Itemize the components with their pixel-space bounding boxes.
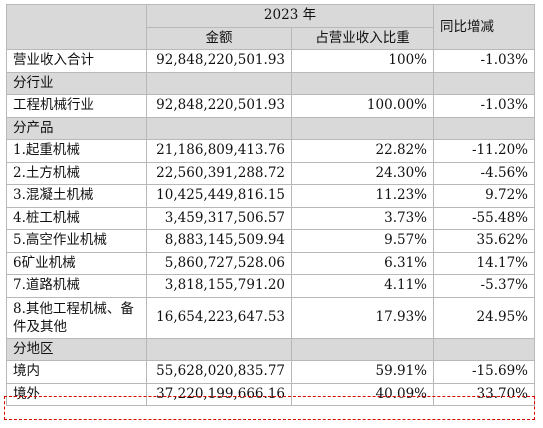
row-amount: 3,818,155,791.20 [146, 274, 292, 298]
row-label: 7.道路机械 [6, 274, 147, 298]
row-share: 6.31% [291, 251, 434, 275]
table-row: 6矿业机械 5,860,727,528.06 6.31% 14.17% [6, 251, 535, 275]
row-share: 100.00% [291, 94, 434, 118]
row-yoy: 24.95% [433, 296, 535, 339]
total-row: 营业收入合计 92,848,220,501.93 100% -1.03% [6, 49, 535, 73]
row-yoy: -55.48% [433, 206, 535, 230]
row-amount: 92,848,220,501.93 [146, 94, 292, 118]
table-row-highlighted: 境外 37,220,199,666.16 40.09% 33.70% [6, 382, 535, 406]
section-row-product: 分产品 [6, 116, 535, 140]
row-label: 境内 [6, 360, 147, 384]
row-yoy: -15.69% [433, 360, 535, 384]
row-yoy: -1.03% [433, 94, 535, 118]
row-label: 6矿业机械 [6, 251, 147, 275]
table-row: 4.桩工机械 3,459,317,506.57 3.73% -55.48% [6, 206, 535, 230]
row-amount: 5,860,727,528.06 [146, 251, 292, 275]
section-row-region: 分地区 [6, 337, 535, 361]
header-amount: 金额 [146, 26, 292, 50]
row-share: 22.82% [291, 139, 434, 163]
section-label-product: 分产品 [6, 116, 147, 140]
row-share: 4.11% [291, 274, 434, 298]
row-yoy: 9.72% [433, 184, 535, 208]
row-amount: 3,459,317,506.57 [146, 206, 292, 230]
row-amount: 37,220,199,666.16 [146, 382, 292, 406]
table-row: 工程机械行业 92,848,220,501.93 100.00% -1.03% [6, 94, 535, 118]
section-label-industry: 分行业 [6, 71, 147, 95]
table-row: 1.起重机械 21,186,809,413.76 22.82% -11.20% [6, 139, 535, 163]
header-corner [6, 4, 147, 50]
row-amount: 55,628,020,835.77 [146, 360, 292, 384]
row-amount: 16,654,223,647.53 [146, 296, 292, 339]
row-yoy: -5.37% [433, 274, 535, 298]
row-amount: 8,883,145,509.94 [146, 229, 292, 253]
row-yoy: 35.62% [433, 229, 535, 253]
row-label: 3.混凝土机械 [6, 184, 147, 208]
row-yoy: 33.70% [433, 382, 535, 406]
row-amount: 22,560,391,288.72 [146, 161, 292, 185]
row-amount: 92,848,220,501.93 [146, 49, 292, 73]
row-label: 工程机械行业 [6, 94, 147, 118]
row-share: 3.73% [291, 206, 434, 230]
row-share: 24.30% [291, 161, 434, 185]
row-label: 5.高空作业机械 [6, 229, 147, 253]
row-label: 营业收入合计 [6, 49, 147, 73]
table-row: 5.高空作业机械 8,883,145,509.94 9.57% 35.62% [6, 229, 535, 253]
row-yoy: -1.03% [433, 49, 535, 73]
header-row-cols: 金额 占营业收入比重 [7, 26, 535, 50]
section-row-industry: 分行业 [6, 71, 535, 95]
row-label: 8.其他工程机械、备件及其他 [6, 296, 147, 339]
row-share: 40.09% [291, 382, 434, 406]
row-label: 2.土方机械 [6, 161, 147, 185]
row-share: 17.93% [291, 296, 434, 339]
header-yoy: 同比增减 [433, 4, 535, 50]
row-yoy: -4.56% [433, 161, 535, 185]
row-label: 1.起重机械 [6, 139, 147, 163]
row-amount: 10,425,449,816.15 [146, 184, 292, 208]
row-label: 境外 [6, 382, 147, 406]
header-share: 占营业收入比重 [291, 26, 434, 50]
row-share: 100% [291, 49, 434, 73]
row-yoy: 14.17% [433, 251, 535, 275]
row-label: 4.桩工机械 [6, 206, 147, 230]
header-year: 2023 年 [146, 4, 434, 28]
row-yoy: -11.20% [433, 139, 535, 163]
table-row: 境内 55,628,020,835.77 59.91% -15.69% [6, 360, 535, 384]
section-label-region: 分地区 [6, 337, 147, 361]
row-amount: 21,186,809,413.76 [146, 139, 292, 163]
row-share: 59.91% [291, 360, 434, 384]
row-share: 9.57% [291, 229, 434, 253]
header-row-year: 2023 年 同比增减 [6, 4, 535, 50]
revenue-table: 2023 年 同比增减 金额 占营业收入比重 营业收入合计 92,848,220… [6, 4, 535, 406]
table-row: 2.土方机械 22,560,391,288.72 24.30% -4.56% [6, 161, 535, 185]
row-share: 11.23% [291, 184, 434, 208]
table-row: 3.混凝土机械 10,425,449,816.15 11.23% 9.72% [6, 184, 535, 208]
table-row: 7.道路机械 3,818,155,791.20 4.11% -5.37% [6, 274, 535, 298]
table-row: 8.其他工程机械、备件及其他 16,654,223,647.53 17.93% … [6, 296, 535, 339]
